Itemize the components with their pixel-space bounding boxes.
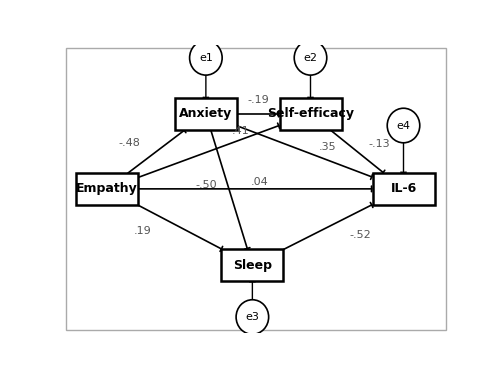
Text: .04: .04 <box>252 177 269 187</box>
Text: -.50: -.50 <box>196 180 218 190</box>
Text: Sleep: Sleep <box>233 259 272 272</box>
Text: -.52: -.52 <box>349 230 371 240</box>
Text: -.48: -.48 <box>118 138 140 148</box>
Ellipse shape <box>294 40 327 75</box>
FancyBboxPatch shape <box>372 173 434 205</box>
Ellipse shape <box>236 300 268 334</box>
Text: .19: .19 <box>134 226 152 236</box>
Text: .41: .41 <box>232 126 250 136</box>
Text: e3: e3 <box>246 312 260 322</box>
Text: Empathy: Empathy <box>76 183 138 195</box>
Ellipse shape <box>190 40 222 75</box>
Text: Self-efficacy: Self-efficacy <box>267 107 354 120</box>
Text: IL-6: IL-6 <box>390 183 416 195</box>
Text: Anxiety: Anxiety <box>179 107 233 120</box>
Text: e2: e2 <box>304 53 318 63</box>
FancyBboxPatch shape <box>222 249 284 281</box>
FancyBboxPatch shape <box>280 98 342 130</box>
Text: e1: e1 <box>199 53 213 63</box>
FancyBboxPatch shape <box>175 98 237 130</box>
Text: .35: .35 <box>318 142 336 152</box>
Text: -.13: -.13 <box>368 139 390 149</box>
Text: -.19: -.19 <box>248 95 269 105</box>
Ellipse shape <box>387 108 420 143</box>
FancyBboxPatch shape <box>76 173 138 205</box>
Text: e4: e4 <box>396 120 410 131</box>
